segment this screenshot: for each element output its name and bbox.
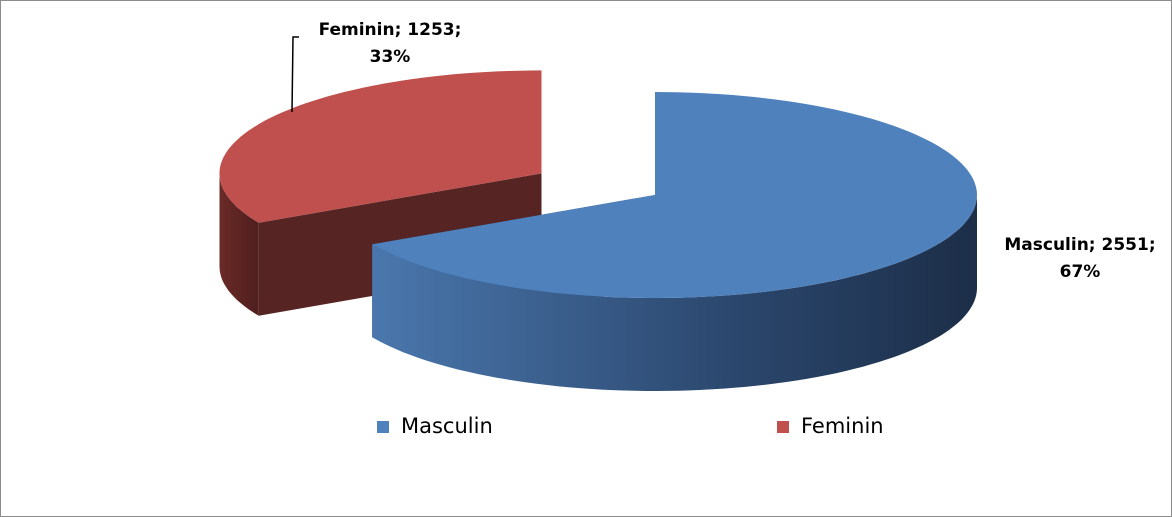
- slice-side: [372, 195, 977, 391]
- data-label: Masculin; 2551;: [1004, 235, 1155, 255]
- legend-swatch: [377, 421, 389, 433]
- data-label: 67%: [1060, 262, 1101, 282]
- data-label: Feminin; 1253;: [319, 20, 462, 40]
- legend-label: Feminin: [801, 414, 884, 438]
- slice-top: [219, 70, 542, 223]
- data-label: 33%: [370, 47, 411, 67]
- pie: [219, 70, 977, 391]
- slice-top: [372, 92, 977, 298]
- legend-swatch: [777, 421, 789, 433]
- legend: Masculin Feminin: [377, 414, 884, 438]
- slice-side: [219, 173, 259, 316]
- leader-line: [291, 36, 299, 113]
- data-labels: Masculin; 2551; 67% Feminin; 1253; 33%: [291, 20, 1156, 282]
- legend-label: Masculin: [401, 414, 493, 438]
- pie-slice: [372, 92, 977, 391]
